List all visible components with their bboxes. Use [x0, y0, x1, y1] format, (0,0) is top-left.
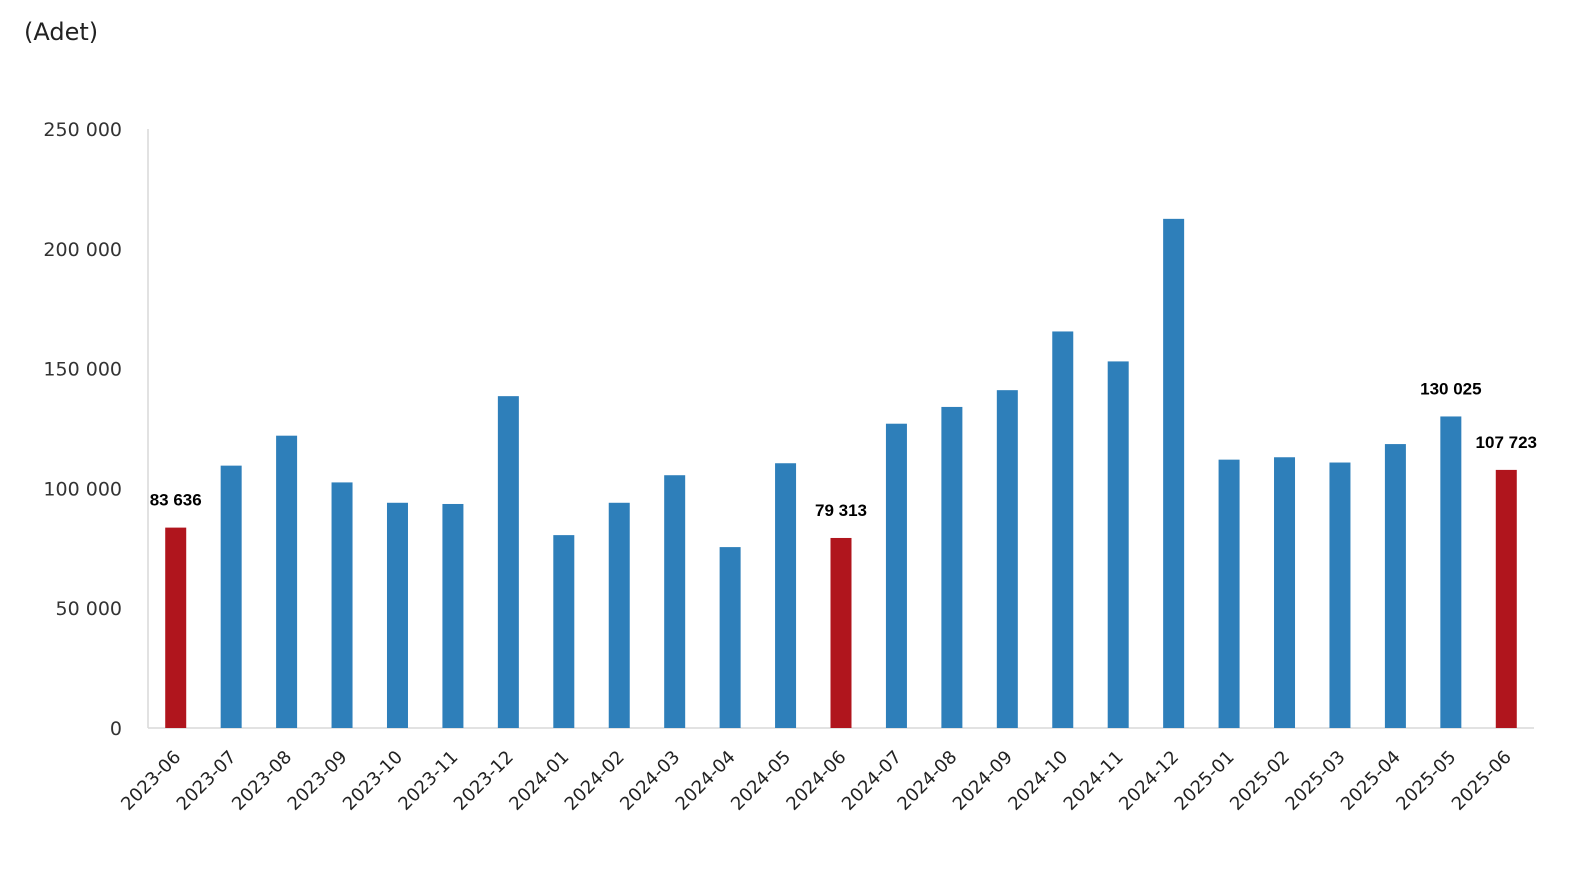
x-tick-label: 2025-05	[1392, 747, 1460, 815]
x-tick-label: 2024-07	[838, 747, 906, 815]
y-tick-label: 50 000	[56, 598, 122, 620]
bar-2024-07	[885, 423, 907, 728]
bar-2023-12	[497, 396, 519, 728]
y-axis-ticks: 0 50 000 100 000 150 000 200 000 250 000	[43, 119, 122, 740]
data-labels: 83 636 79 313 130 025 107 723	[150, 379, 1537, 520]
bar-2025-05	[1440, 416, 1462, 728]
bar-2025-03	[1329, 462, 1351, 728]
x-tick-label: 2025-02	[1226, 747, 1294, 815]
x-tick-label: 2025-04	[1337, 747, 1405, 815]
bar-2024-12	[1163, 218, 1185, 728]
x-tick-label: 2024-03	[616, 747, 684, 815]
bar-2023-07	[220, 465, 242, 728]
x-tick-label: 2023-06	[117, 747, 185, 815]
bar-2023-08	[276, 435, 298, 728]
bar-2025-06	[1495, 469, 1517, 728]
bar-2024-09	[996, 390, 1018, 728]
bar-2024-06	[830, 537, 852, 728]
bar-2023-11	[442, 503, 464, 728]
bars	[165, 218, 1517, 728]
data-label-2023-06: 83 636	[150, 491, 202, 510]
bar-2024-10	[1052, 331, 1074, 728]
y-tick-label: 0	[110, 718, 122, 740]
bar-2025-01	[1218, 459, 1240, 728]
bar-2023-06	[165, 527, 187, 728]
x-tick-label: 2025-06	[1448, 747, 1516, 815]
y-tick-label: 100 000	[43, 478, 122, 500]
x-tick-label: 2023-11	[394, 747, 462, 815]
x-tick-label: 2024-05	[727, 747, 795, 815]
bar-2025-04	[1384, 444, 1406, 728]
x-tick-label: 2023-12	[450, 747, 518, 815]
y-tick-label: 250 000	[43, 119, 122, 141]
data-label-2025-05: 130 025	[1420, 379, 1481, 398]
x-tick-label: 2023-09	[284, 747, 352, 815]
bar-2024-05	[775, 463, 797, 728]
x-tick-label: 2023-08	[228, 747, 296, 815]
data-label-2024-06: 79 313	[815, 501, 867, 520]
x-tick-label: 2025-01	[1171, 747, 1239, 815]
x-tick-label: 2024-06	[782, 747, 850, 815]
data-label-2025-06: 107 723	[1476, 433, 1537, 452]
x-tick-label: 2024-01	[505, 747, 573, 815]
x-axis-ticks: 2023-062023-072023-082023-092023-102023-…	[117, 747, 1516, 815]
bar-2024-03	[664, 475, 686, 728]
x-tick-label: 2024-12	[1115, 747, 1183, 815]
bar-2024-01	[553, 535, 575, 728]
bar-2023-09	[331, 482, 353, 728]
bar-2023-10	[386, 502, 408, 728]
x-tick-label: 2024-11	[1060, 747, 1128, 815]
bar-2024-02	[608, 502, 630, 728]
unit-label: (Adet)	[24, 18, 99, 46]
bar-2024-04	[719, 547, 741, 728]
bar-2024-08	[941, 406, 963, 728]
bar-2024-11	[1107, 361, 1129, 728]
x-tick-label: 2024-08	[893, 747, 961, 815]
x-tick-label: 2025-03	[1281, 747, 1349, 815]
x-tick-label: 2024-09	[949, 747, 1017, 815]
bar-2025-02	[1274, 457, 1296, 728]
x-tick-label: 2023-07	[173, 747, 241, 815]
y-tick-label: 200 000	[43, 239, 122, 261]
x-tick-label: 2024-02	[561, 747, 629, 815]
x-tick-label: 2023-10	[339, 747, 407, 815]
x-tick-label: 2024-10	[1004, 747, 1072, 815]
y-tick-label: 150 000	[43, 359, 122, 381]
x-tick-label: 2024-04	[672, 747, 740, 815]
